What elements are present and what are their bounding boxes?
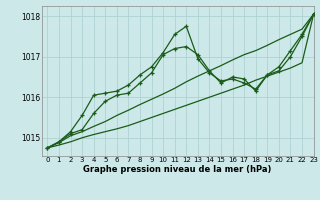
X-axis label: Graphe pression niveau de la mer (hPa): Graphe pression niveau de la mer (hPa)	[84, 165, 272, 174]
